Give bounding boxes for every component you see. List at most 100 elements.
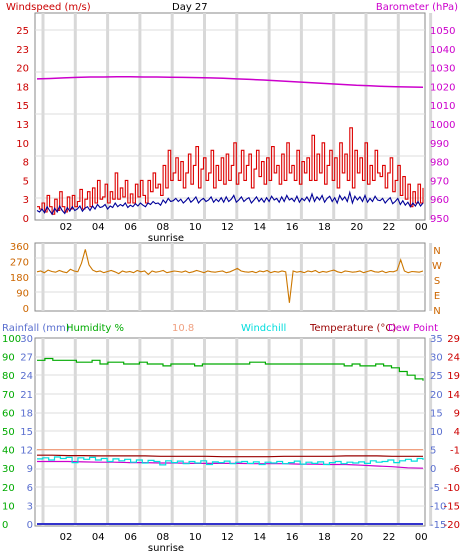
windspeed-tick: 15 (16, 101, 29, 112)
wind-x-tick: 18 (318, 222, 331, 233)
barometer-tick: 1020 (430, 82, 455, 93)
dewpoint-tick: 9 (454, 408, 460, 419)
temperature-tick: 35 (430, 334, 443, 345)
wind-x-tick: 14 (253, 222, 266, 233)
wind-x-tick: 20 (350, 222, 363, 233)
direction-series (36, 249, 424, 303)
wind-x-ticks: 02 04 06 08 10 12 14 16 18 20 22 00 (60, 222, 428, 233)
windspeed-tick: 25 (16, 26, 29, 37)
windspeed-tick: 3 (23, 195, 29, 206)
humidity-series-line (37, 357, 424, 381)
windspeed-tick: 23 (16, 45, 29, 56)
compass-tick: N (433, 246, 440, 257)
humidity-tick: 10 (2, 501, 15, 512)
temp-x-tick: 02 (60, 532, 73, 543)
barometer-axis-label: Barometer (hPa) (376, 2, 458, 13)
humidity-tick: 90 (2, 353, 15, 364)
wind-x-tick: 04 (92, 222, 105, 233)
wind-x-tick: 08 (157, 222, 170, 233)
temperature-tick: 20 (430, 390, 443, 401)
humidity-tick: 0 (2, 520, 8, 531)
windspeed-tick: 18 (16, 82, 29, 93)
barometer-tick: 1030 (430, 64, 455, 75)
temp-panel-frame (34, 337, 426, 527)
dewpoint-tick: 19 (447, 371, 460, 382)
temp-x-tick: 06 (124, 532, 137, 543)
wind-x-tick: 10 (189, 222, 202, 233)
dewpoint-tick: -6 (450, 464, 460, 475)
humidity-tick: 100 (2, 334, 21, 345)
humidity-tick: 20 (2, 483, 15, 494)
barometer-tick: 960 (430, 195, 449, 206)
wind-series (36, 76, 424, 216)
temp-legend: Rainfall (mm)Humidity % 10.8 Windchill Temp… (2, 323, 438, 334)
temp-x-tick: 16 (286, 532, 299, 543)
rainfall-tick: 30 (20, 334, 33, 345)
direction-degree-tick: 270 (10, 258, 29, 269)
windspeed-tick: 20 (16, 64, 29, 75)
humidity-tick: 80 (2, 371, 15, 382)
barometer-ticks: 950 960 970 980 990 1000 1010 1020 1030 1040 1050 (430, 26, 455, 225)
windspeed-tick: 13 (16, 120, 29, 131)
direction-series-line (36, 249, 424, 303)
windspeed-tick: 0 (23, 214, 29, 225)
temperature-tick: 25 (430, 371, 443, 382)
temperature-series-line (37, 454, 423, 458)
temp-x-tick: 22 (383, 532, 396, 543)
windspeed-ticks: 0 3 5 8 10 13 15 18 20 23 25 (16, 26, 29, 225)
temp-x-tick: 08 (157, 532, 170, 543)
humidity-tick: 50 (2, 427, 15, 438)
barometer-tick: 950 (430, 214, 449, 225)
temp-x-tick: 20 (350, 532, 363, 543)
barometer-tick: 970 (430, 176, 449, 187)
windspeed-tick: 8 (23, 158, 29, 169)
legend-entry: 10.8 (172, 323, 194, 334)
barometer-tick: 980 (430, 158, 449, 169)
barometer-series-line (36, 76, 424, 88)
humidity-tick: 30 (2, 464, 15, 475)
windchill-series-line (37, 456, 424, 466)
dewpoint-tick: -20 (444, 520, 460, 531)
legend-entry: Dew Point (388, 323, 438, 334)
windspeed-axis-label: Windspeed (m/s) (6, 2, 91, 13)
gust-series-line (37, 127, 424, 215)
humidity-tick: 40 (2, 446, 15, 457)
compass-tick: S (434, 276, 440, 287)
compass-tick: E (434, 291, 440, 302)
wind-x-tick: 12 (221, 222, 234, 233)
speed-series-line (36, 190, 424, 216)
wind-grid (35, 13, 433, 220)
compass-tick: N (433, 306, 440, 317)
dewpoint-tick: 24 (447, 353, 460, 364)
temperature-tick: 0 (430, 464, 436, 475)
temperature-tick: 10 (430, 427, 443, 438)
rainfall-tick: 21 (20, 390, 33, 401)
barometer-tick: 1000 (430, 120, 455, 131)
rainfall-tick: 3 (27, 501, 33, 512)
temp-x-tick: 18 (318, 532, 331, 543)
temp-x-tick: 12 (221, 532, 234, 543)
legend-entry: Windchill (241, 323, 286, 334)
dewpoint-tick: -15 (444, 501, 460, 512)
rainfall-tick: 18 (20, 408, 33, 419)
dewpoint-tick: 29 (447, 334, 460, 345)
temperature-tick: -15 (430, 520, 446, 531)
temperature-tick: -10 (430, 501, 446, 512)
dewpoint-tick: -1 (450, 446, 460, 457)
barometer-tick: 1010 (430, 101, 455, 112)
temperature-tick: 30 (430, 353, 443, 364)
legend-entry: Rainfall (mm) (2, 323, 70, 334)
windspeed-tick: 10 (16, 139, 29, 150)
direction-degree-tick: 90 (16, 289, 29, 300)
windspeed-tick: 5 (23, 176, 29, 187)
direction-degree-ticks: 0 90 180 270 360 (10, 242, 29, 315)
temp-grid (35, 338, 433, 526)
legend-entry: Humidity % (66, 323, 124, 334)
temperature-tick: 5 (430, 446, 436, 457)
dewpoint-tick: -10 (444, 483, 460, 494)
